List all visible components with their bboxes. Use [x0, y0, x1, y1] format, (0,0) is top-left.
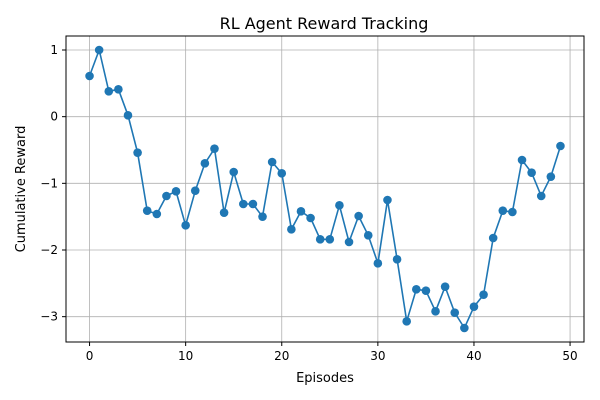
data-point: [181, 221, 190, 230]
data-point: [344, 237, 354, 247]
data-point: [85, 71, 94, 81]
data-point: [248, 199, 258, 209]
x-tick-label: 30: [370, 349, 385, 363]
x-tick-label: 40: [466, 349, 481, 363]
grid: [66, 36, 584, 342]
data-point: [508, 207, 517, 217]
data-point: [536, 191, 546, 201]
data-point: [239, 199, 248, 209]
x-tick-label: 20: [274, 349, 289, 363]
y-tick-label: 0: [50, 110, 58, 124]
data-point: [277, 169, 287, 178]
data-point: [392, 255, 402, 264]
data-point: [556, 141, 565, 151]
data-point: [210, 144, 219, 153]
x-tick-label: 10: [178, 349, 193, 363]
data-point: [171, 187, 181, 196]
x-tick-label: 50: [562, 349, 577, 363]
data-point: [114, 85, 123, 94]
x-axis-ticks: 0 10 20 30 40 50: [86, 342, 578, 363]
data-point: [402, 317, 411, 326]
x-axis-label: Episodes: [296, 371, 354, 386]
data-point: [190, 186, 200, 195]
data-point: [335, 201, 344, 210]
y-tick-label: −1: [40, 176, 58, 190]
data-point: [488, 233, 498, 243]
data-point: [219, 208, 229, 217]
data-point: [152, 209, 162, 219]
data-point: [479, 290, 488, 299]
data-point: [296, 207, 306, 216]
data-point: [440, 282, 450, 291]
data-point: [229, 167, 239, 177]
data-point: [200, 159, 210, 168]
data-point: [354, 211, 363, 221]
data-point: [373, 259, 383, 268]
data-point: [469, 302, 479, 311]
data-point: [421, 286, 431, 295]
data-point: [498, 206, 508, 215]
data-point: [162, 191, 171, 201]
x-tick-label: 0: [86, 349, 94, 363]
data-point: [325, 235, 335, 244]
data-point: [517, 155, 527, 165]
y-axis-ticks: 1 0 −1 −2 −3: [40, 43, 66, 324]
chart-title: RL Agent Reward Tracking: [220, 14, 429, 33]
data-point: [460, 323, 469, 333]
data-point: [258, 212, 267, 221]
data-point: [383, 195, 392, 205]
data-point: [287, 225, 296, 234]
y-tick-label: −2: [40, 243, 58, 257]
data-point: [306, 213, 315, 223]
data-point: [363, 231, 373, 240]
data-point: [267, 157, 277, 167]
data-point: [450, 308, 460, 317]
data-point: [94, 45, 104, 55]
series-markers: [85, 45, 565, 333]
y-axis-label: Cumulative Reward: [14, 126, 29, 253]
data-point: [315, 235, 325, 244]
data-point: [142, 206, 152, 215]
data-point: [104, 87, 114, 96]
data-point: [431, 307, 440, 316]
y-tick-label: 1: [50, 43, 58, 57]
data-point: [527, 168, 536, 177]
data-point: [123, 111, 133, 120]
data-point: [411, 285, 421, 294]
data-point: [133, 148, 142, 157]
series-line: [88, 47, 562, 330]
plot-frame: [65, 35, 585, 343]
data-point: [546, 172, 556, 181]
y-tick-label: −3: [40, 310, 58, 324]
